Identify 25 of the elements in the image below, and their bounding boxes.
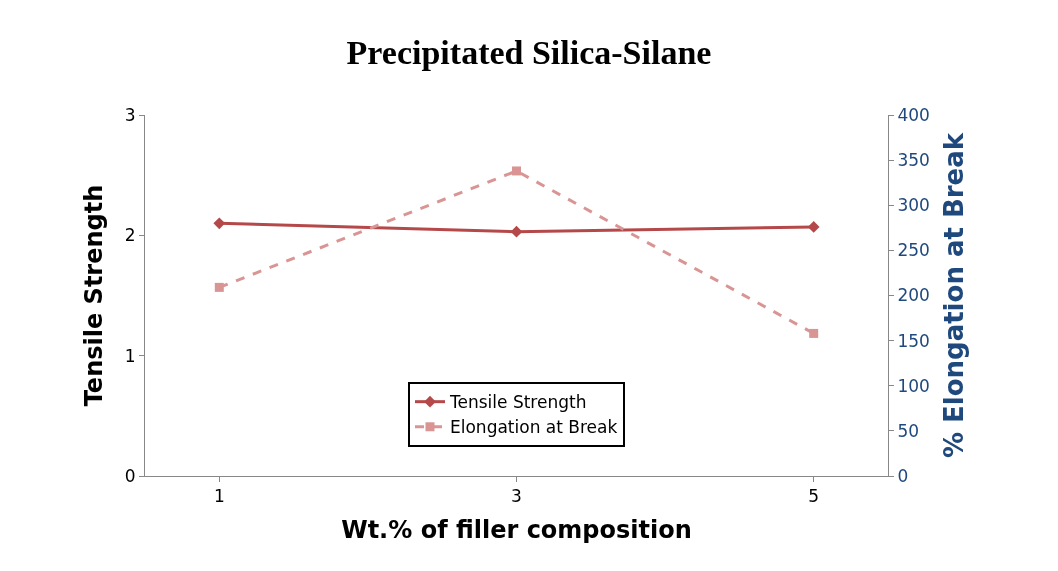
y2-tick-label: 200 (897, 285, 930, 306)
y2-tick-label: 0 (897, 465, 909, 486)
legend-label: Tensile Strength (449, 392, 587, 413)
y-tick-label: 3 (124, 104, 136, 125)
y-tick-label: 2 (124, 225, 136, 246)
x-tick-label: 1 (213, 486, 225, 507)
y-axis-title: Tensile Strength (79, 184, 108, 407)
y2-tick-label: 350 (897, 150, 930, 171)
y2-tick-label: 250 (897, 240, 930, 261)
y2-axis-title: % Elongation at Break (938, 132, 969, 459)
x-tick-label: 3 (511, 486, 522, 507)
y2-tick-label: 50 (897, 420, 920, 441)
y-tick-label: 0 (124, 465, 136, 486)
x-tick-label: 5 (808, 486, 820, 507)
y-tick-label: 1 (124, 345, 136, 366)
x-axis-title: Wt.% of filler composition (341, 515, 692, 544)
y2-tick-label: 100 (897, 375, 930, 396)
y2-tick-label: 400 (897, 104, 930, 125)
point (214, 282, 224, 292)
y2-tick-label: 150 (897, 330, 930, 351)
chart-title: Precipitated Silica-Silane (346, 33, 712, 71)
point (512, 166, 521, 176)
y2-tick-label: 300 (897, 195, 930, 216)
point (809, 328, 819, 338)
legend-label: Elongation at Break (450, 417, 618, 438)
